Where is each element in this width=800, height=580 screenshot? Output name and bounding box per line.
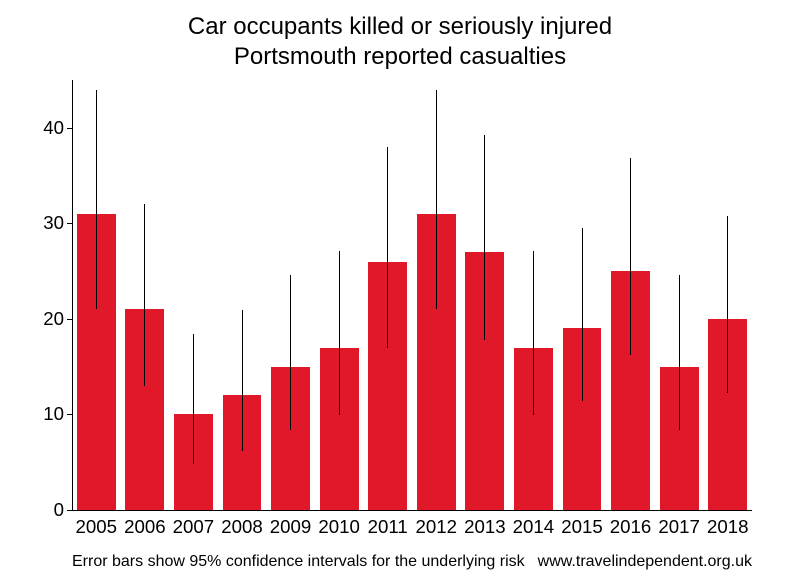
footer-note-left: Error bars show 95% confidence intervals… [72, 553, 525, 571]
x-tick-label: 2011 [368, 516, 408, 538]
x-tick-label: 2012 [416, 516, 458, 538]
error-bar [144, 204, 145, 386]
y-tick [67, 319, 72, 320]
error-bar [436, 90, 437, 310]
error-bar [484, 135, 485, 339]
error-bar [533, 251, 534, 415]
x-tick-label: 2009 [270, 516, 312, 538]
y-tick-label: 30 [43, 212, 64, 234]
error-bar [727, 216, 728, 394]
error-bar [630, 158, 631, 355]
x-axis-line [72, 510, 752, 511]
y-tick-label: 0 [54, 499, 64, 521]
y-axis-line [72, 80, 73, 510]
error-bar [582, 228, 583, 401]
y-tick-label: 20 [43, 308, 64, 330]
error-bar [96, 90, 97, 310]
x-tick-label: 2015 [561, 516, 603, 538]
x-tick-label: 2010 [318, 516, 360, 538]
y-tick [67, 128, 72, 129]
x-tick-label: 2008 [221, 516, 263, 538]
x-tick-label: 2007 [173, 516, 215, 538]
x-tick-label: 2016 [610, 516, 652, 538]
y-tick-label: 40 [43, 117, 64, 139]
error-bar [242, 310, 243, 450]
error-bar [339, 251, 340, 415]
x-tick-label: 2017 [658, 516, 700, 538]
chart-title-line1: Car occupants killed or seriously injure… [0, 12, 800, 42]
x-tick-label: 2013 [464, 516, 506, 538]
x-tick-label: 2014 [513, 516, 555, 538]
chart-title: Car occupants killed or seriously injure… [0, 12, 800, 72]
y-tick [67, 414, 72, 415]
y-tick [67, 223, 72, 224]
footer-note-right: www.travelindependent.org.uk [538, 553, 752, 571]
error-bar [290, 275, 291, 430]
y-tick-label: 10 [43, 403, 64, 425]
error-bar [193, 334, 194, 464]
x-tick-label: 2005 [76, 516, 118, 538]
chart-container: Car occupants killed or seriously injure… [0, 0, 800, 580]
y-tick [67, 510, 72, 511]
x-tick-label: 2018 [707, 516, 749, 538]
error-bar [679, 275, 680, 430]
error-bar [387, 147, 388, 348]
x-tick-label: 2006 [124, 516, 166, 538]
chart-title-line2: Portsmouth reported casualties [0, 42, 800, 72]
plot-area: 0102030402005200620072008200920102011201… [72, 80, 752, 510]
